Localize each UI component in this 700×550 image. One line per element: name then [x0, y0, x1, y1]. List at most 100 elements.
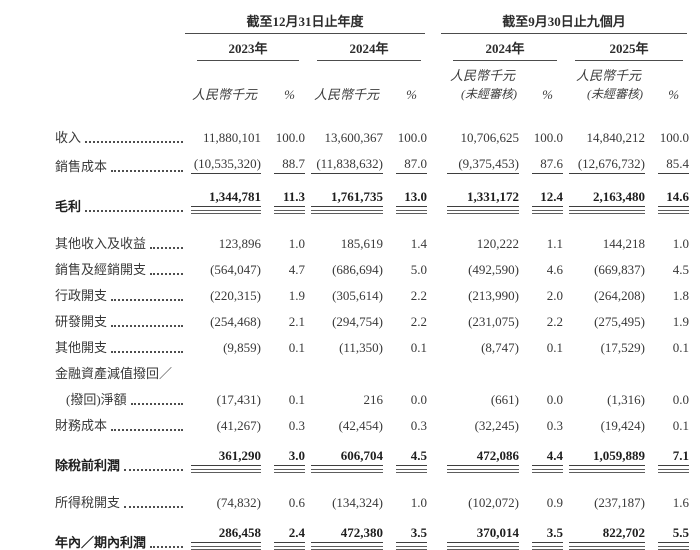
percent-cell: 100.0	[659, 130, 690, 145]
amount-cell: 606,704	[305, 433, 383, 473]
double-rule	[396, 210, 428, 214]
amount-cell: (11,838,632)	[305, 145, 383, 174]
table-row: 其他開支 (9,859) 0.1 (11,350) 0.1 (8,747) 0.1 (17,5…	[55, 329, 689, 355]
amount-cell: (32,245)	[474, 418, 520, 433]
double-rule	[658, 546, 690, 550]
percent-cell: 3.5	[383, 510, 428, 550]
percent-cell: 13.0	[383, 174, 428, 214]
dot-leader	[150, 273, 183, 275]
percent-cell: 0.1	[288, 340, 305, 355]
group-gap	[427, 36, 441, 61]
group-gap	[427, 214, 441, 251]
percent-cell: 0.1	[410, 340, 428, 355]
percent-cell: 0.3	[546, 418, 564, 433]
percent-cell: 0.0	[546, 392, 564, 407]
percent-cell: 3.5	[519, 510, 564, 550]
double-rule	[311, 546, 383, 550]
amount-cell: (9,859)	[223, 340, 261, 355]
double-rule	[191, 546, 261, 550]
dot-leader	[111, 429, 183, 431]
double-rule	[191, 210, 261, 214]
group-gap	[427, 145, 441, 174]
group-gap	[427, 381, 441, 407]
row-label: 金融資產減值撥回／	[55, 366, 173, 381]
amount-cell: (231,075)	[468, 314, 520, 329]
amount-cell: (12,676,732)	[563, 145, 646, 174]
table-row: 收入 11,880,101 100.0 13,600,367 100.0 10,706,6…	[55, 102, 689, 145]
percent-cell: 4.5	[383, 433, 428, 473]
row-label: 所得稅開支	[55, 473, 185, 510]
amount-cell: (17,529)	[600, 340, 646, 355]
unaudited-note: (未經審核)	[461, 87, 518, 101]
period-group-annual-title: 截至12月31日止年度	[185, 14, 426, 34]
row-label: 除稅前利潤	[55, 433, 185, 473]
amount-cell: (294,754)	[332, 314, 383, 329]
unit-header-cell: 人民幣千元	[313, 87, 379, 102]
amount-cell: 216	[363, 392, 384, 407]
amount-cell: (275,495)	[594, 314, 646, 329]
row-label: 財務成本	[55, 407, 185, 433]
amount-cell: 14,840,212	[586, 130, 646, 145]
double-rule	[532, 210, 564, 214]
year-header-row: 2023年 2024年 2024年 2025年	[55, 36, 689, 61]
percent-header-cell: %	[284, 87, 295, 102]
amount-cell: (686,694)	[332, 262, 383, 277]
double-rule	[658, 210, 690, 214]
group-gap	[427, 14, 441, 36]
percent-cell: 0.1	[672, 340, 690, 355]
percent-cell: 0.6	[288, 495, 305, 510]
amount-cell: (102,072)	[468, 495, 520, 510]
unit-header-cell-unaudited: 人民幣千元 (未經審核)	[563, 61, 645, 102]
percent-cell: 2.2	[410, 288, 428, 303]
amount-cell: 1,059,889	[563, 433, 646, 473]
amount-cell: 120,222	[476, 236, 520, 251]
percent-cell: 88.7	[261, 145, 305, 174]
percent-cell: 4.6	[546, 262, 564, 277]
amount-cell: 472,086	[441, 433, 520, 473]
dot-leader	[111, 325, 183, 327]
dot-leader	[150, 546, 183, 548]
percent-cell: 0.9	[546, 495, 564, 510]
percent-cell: 1.1	[546, 236, 564, 251]
percent-cell: 87.0	[383, 145, 428, 174]
unit-header-cell-unaudited: 人民幣千元 (未經審核)	[441, 61, 519, 102]
percent-cell: 4.4	[519, 433, 564, 473]
amount-cell: (41,267)	[216, 418, 261, 433]
table-row: 財務成本 (41,267) 0.3 (42,454) 0.3 (32,245) 0.3 (19…	[55, 407, 689, 433]
period-group-header-row: 截至12月31日止年度 截至9月30日止九個月	[55, 14, 689, 36]
table-row: 行政開支 (220,315) 1.9 (305,614) 2.2 (213,990) 2.0…	[55, 277, 689, 303]
percent-cell: 12.4	[519, 174, 564, 214]
amount-cell: 361,290	[185, 433, 261, 473]
table-row: 金融資產減值撥回／	[55, 355, 689, 381]
percent-header-cell: %	[668, 87, 680, 102]
amount-cell: 10,706,625	[460, 130, 520, 145]
table-row: 銷售成本 (10,535,320) 88.7 (11,838,632) 87.0 (9,3…	[55, 145, 690, 174]
dot-leader	[111, 351, 183, 353]
group-gap	[427, 61, 441, 102]
percent-cell: 2.4	[261, 510, 305, 550]
amount-cell: (213,990)	[468, 288, 520, 303]
percent-cell: 100.0	[397, 130, 428, 145]
double-rule	[658, 469, 690, 473]
table-row: 研發開支 (254,468) 2.1 (294,754) 2.2 (231,075) 2.2…	[55, 303, 689, 329]
group-gap	[427, 407, 441, 433]
amount-cell: 1,761,735	[305, 174, 383, 214]
amount-cell: (10,535,320)	[185, 145, 261, 174]
amount-cell: (237,187)	[594, 495, 646, 510]
group-gap	[427, 303, 441, 329]
year-header-2023: 2023年	[185, 36, 305, 61]
row-label: 收入	[55, 102, 185, 145]
amount-cell: 822,702	[563, 510, 646, 550]
dot-leader	[124, 506, 183, 508]
amount-cell: (42,454)	[338, 418, 383, 433]
percent-cell: 1.0	[410, 495, 428, 510]
dot-leader	[85, 141, 183, 143]
percent-cell: 0.1	[672, 418, 690, 433]
dot-leader	[124, 469, 183, 471]
amount-cell: 286,458	[185, 510, 261, 550]
amount-cell: (564,047)	[210, 262, 261, 277]
group-gap	[427, 251, 441, 277]
percent-cell: 1.0	[672, 236, 690, 251]
double-rule	[396, 469, 428, 473]
